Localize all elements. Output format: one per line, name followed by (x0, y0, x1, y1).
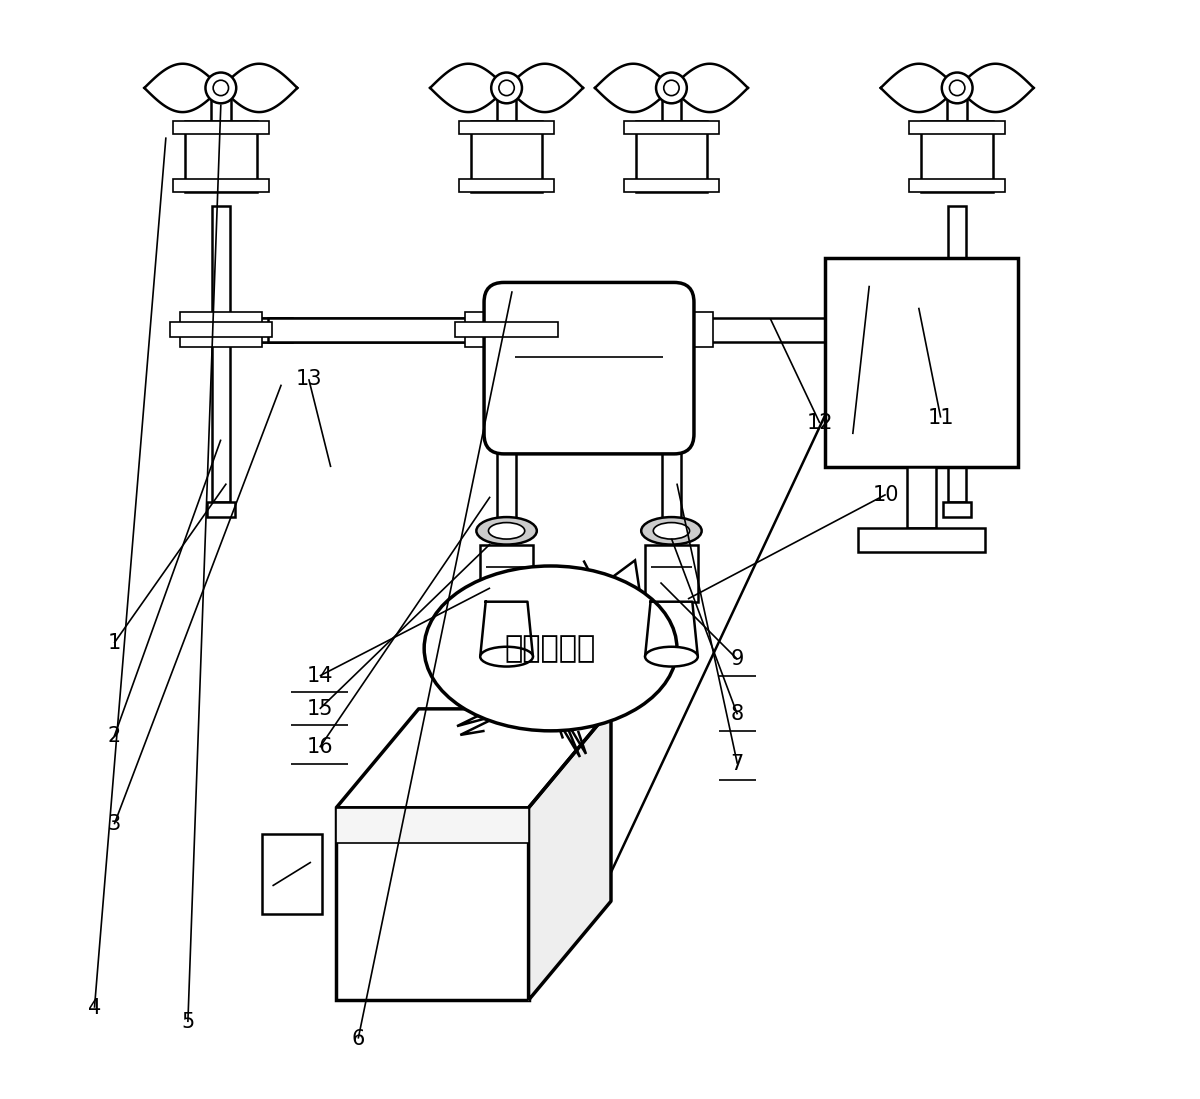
Bar (661, 97, 682, 121)
Polygon shape (430, 64, 506, 112)
Bar (336, 808, 528, 843)
Bar (480, 544, 533, 601)
Polygon shape (480, 601, 533, 656)
Text: 12: 12 (806, 413, 833, 433)
Polygon shape (881, 64, 958, 112)
Text: 15: 15 (306, 699, 334, 719)
Bar (212, 206, 229, 502)
Bar (466, 312, 547, 347)
Bar (497, 434, 516, 522)
Text: 5: 5 (181, 1012, 194, 1032)
Polygon shape (595, 64, 672, 112)
Circle shape (499, 80, 515, 96)
Polygon shape (958, 64, 1033, 112)
Text: 7: 7 (731, 754, 744, 774)
Circle shape (205, 73, 236, 103)
Ellipse shape (488, 523, 524, 539)
Circle shape (491, 73, 522, 103)
Bar (948, 206, 966, 502)
Text: 1: 1 (108, 633, 121, 653)
Text: 8: 8 (731, 704, 744, 724)
Polygon shape (646, 601, 698, 656)
Bar (206, 502, 235, 517)
Circle shape (214, 80, 228, 96)
Text: 无线传输网: 无线传输网 (505, 634, 596, 663)
Bar (257, 318, 470, 342)
Bar (169, 322, 272, 337)
Polygon shape (336, 709, 611, 808)
Bar (624, 179, 719, 192)
Polygon shape (528, 709, 611, 1000)
Bar (185, 121, 257, 192)
Bar (636, 318, 674, 342)
FancyBboxPatch shape (484, 282, 694, 454)
Bar (910, 121, 1004, 134)
Text: 13: 13 (295, 369, 322, 389)
Bar (624, 121, 719, 134)
Text: 16: 16 (306, 737, 334, 757)
Text: 10: 10 (872, 485, 899, 504)
Bar (336, 808, 528, 1000)
Ellipse shape (480, 646, 533, 666)
Bar (910, 179, 1004, 192)
Text: 14: 14 (306, 666, 334, 686)
Bar (173, 179, 269, 192)
Bar (947, 97, 967, 121)
Ellipse shape (476, 518, 536, 544)
Bar (661, 434, 682, 522)
Bar (211, 97, 230, 121)
Bar (173, 121, 269, 134)
Bar (922, 121, 992, 192)
Circle shape (664, 80, 679, 96)
Bar (707, 318, 922, 342)
Circle shape (949, 80, 965, 96)
Circle shape (942, 73, 972, 103)
Polygon shape (672, 64, 748, 112)
Bar (916, 312, 998, 347)
Bar (497, 97, 516, 121)
Bar (262, 834, 322, 913)
Ellipse shape (641, 518, 702, 544)
Circle shape (656, 73, 686, 103)
Bar (858, 528, 985, 552)
Bar (636, 121, 707, 192)
Ellipse shape (653, 523, 690, 539)
Polygon shape (221, 64, 298, 112)
Text: 9: 9 (731, 650, 744, 669)
Text: 3: 3 (108, 814, 121, 834)
Polygon shape (506, 64, 583, 112)
Ellipse shape (424, 566, 677, 731)
Bar (943, 502, 972, 517)
Text: 11: 11 (928, 408, 954, 428)
Polygon shape (144, 64, 221, 112)
Ellipse shape (646, 646, 698, 666)
Bar (646, 544, 698, 601)
Bar (630, 312, 713, 347)
Bar (907, 467, 936, 528)
Bar (470, 121, 542, 192)
Text: 6: 6 (352, 1029, 365, 1048)
Bar (456, 322, 558, 337)
Bar (826, 258, 1018, 467)
Bar (458, 121, 554, 134)
Bar (268, 318, 504, 342)
Text: 2: 2 (108, 726, 121, 746)
Bar (180, 312, 262, 347)
Bar (185, 318, 293, 342)
Bar (458, 179, 554, 192)
Text: 4: 4 (88, 998, 101, 1018)
